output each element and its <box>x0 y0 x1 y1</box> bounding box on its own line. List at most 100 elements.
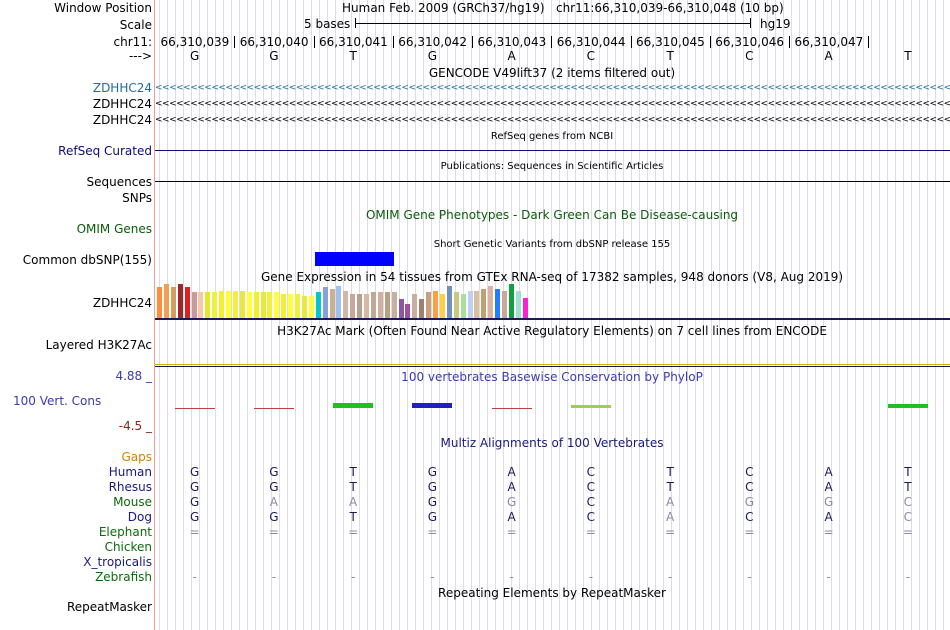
phylop-score-mark[interactable] <box>174 408 215 409</box>
gtex-tissue-bar[interactable] <box>370 292 376 318</box>
gtex-tissue-bar[interactable] <box>184 287 190 318</box>
gtex-tissue-bar[interactable] <box>260 292 266 318</box>
publications-label[interactable]: Sequences <box>86 175 152 189</box>
gencode-transcript-3[interactable]: <<<<<<<<<<<<<<<<<<<<<<<<<<<<<<<<<<<<<<<<… <box>155 115 950 125</box>
phylop-label[interactable]: 100 Vert. Cons <box>13 394 102 408</box>
gtex-tissue-bar[interactable] <box>377 292 383 318</box>
multiz-gaps-label[interactable]: Gaps <box>121 450 152 464</box>
gtex-tissue-bar[interactable] <box>412 294 418 318</box>
grid-line <box>847 0 848 630</box>
gtex-tissue-bar[interactable] <box>502 291 507 318</box>
species-label[interactable]: Chicken <box>104 540 152 554</box>
phylop-score-mark[interactable] <box>570 405 611 408</box>
gtex-tissue-bar[interactable] <box>433 291 438 318</box>
species-label[interactable]: Elephant <box>98 525 152 539</box>
gtex-tissue-bar[interactable] <box>439 294 445 318</box>
gtex-tissue-bar[interactable] <box>219 291 225 318</box>
gtex-tissue-bar[interactable] <box>198 292 204 318</box>
gtex-tissue-bar[interactable] <box>288 294 294 318</box>
gtex-tissue-bar[interactable] <box>308 296 314 318</box>
gtex-tissue-bar[interactable] <box>495 289 501 318</box>
gtex-tissue-bar[interactable] <box>295 294 300 318</box>
gtex-label[interactable]: ZDHHC24 <box>92 296 152 310</box>
repeatmasker-label[interactable]: RepeatMasker <box>66 600 152 614</box>
gtex-tissue-bar[interactable] <box>467 291 473 318</box>
dbsnp-variant[interactable] <box>315 252 394 266</box>
gtex-tissue-bar[interactable] <box>253 292 259 318</box>
gtex-tissue-bar[interactable] <box>170 287 176 318</box>
gtex-tissue-bar[interactable] <box>446 286 452 318</box>
gtex-tissue-bars[interactable] <box>157 284 537 318</box>
gtex-tissue-bar[interactable] <box>191 292 197 318</box>
snps-label[interactable]: SNPs <box>122 191 152 205</box>
gtex-tissue-bar[interactable] <box>232 291 238 318</box>
gtex-tissue-bar[interactable] <box>212 292 218 318</box>
phylop-score-mark[interactable] <box>333 403 374 408</box>
phylop-score-mark[interactable] <box>491 408 532 409</box>
phylop-score-mark[interactable] <box>253 408 294 409</box>
gtex-tissue-bar[interactable] <box>205 292 211 318</box>
phylop-score-mark[interactable] <box>412 403 453 408</box>
gtex-tissue-bar[interactable] <box>336 286 342 318</box>
species-label[interactable]: X_tropicalis <box>83 555 152 569</box>
species-label[interactable]: Zebrafish <box>95 570 152 584</box>
gtex-tissue-bar[interactable] <box>329 289 335 318</box>
species-label[interactable]: Human <box>108 465 152 479</box>
grid-line <box>391 0 392 630</box>
aligned-base: C <box>586 465 596 479</box>
gtex-tissue-bar[interactable] <box>274 292 280 318</box>
gtex-tissue-bar[interactable] <box>405 304 411 318</box>
omim-label[interactable]: OMIM Genes <box>76 222 152 236</box>
window-position-label: Window Position <box>54 1 152 15</box>
h3k27ac-label[interactable]: Layered H3K27Ac <box>45 338 152 352</box>
gencode-gene-label-3[interactable]: ZDHHC24 <box>92 113 152 127</box>
gtex-tissue-bar[interactable] <box>508 284 514 318</box>
aligned-base: G <box>269 480 279 494</box>
grid-line <box>903 0 904 630</box>
gtex-tissue-bar[interactable] <box>522 298 528 318</box>
gtex-tissue-bar[interactable] <box>163 284 169 318</box>
dbsnp-label[interactable]: Common dbSNP(155) <box>22 253 152 267</box>
gtex-tissue-bar[interactable] <box>322 287 328 318</box>
gencode-gene-label-2[interactable]: ZDHHC24 <box>92 97 152 111</box>
gtex-tissue-bar[interactable] <box>419 299 425 318</box>
species-label[interactable]: Dog <box>127 510 152 524</box>
grid-line <box>687 0 688 630</box>
gtex-tissue-bar[interactable] <box>226 291 231 318</box>
grid-line <box>783 0 784 630</box>
gtex-tissue-bar[interactable] <box>343 291 349 318</box>
gtex-tissue-bar[interactable] <box>426 292 432 318</box>
gtex-tissue-bar[interactable] <box>267 292 273 318</box>
gtex-tissue-bar[interactable] <box>460 294 466 318</box>
gencode-gene-label-1[interactable]: ZDHHC24 <box>92 81 152 95</box>
aligned-base: T <box>666 465 674 479</box>
gtex-tissue-bar[interactable] <box>364 294 369 318</box>
gtex-tissue-bar[interactable] <box>301 296 307 318</box>
phylop-score-mark[interactable] <box>887 404 928 408</box>
grid-line <box>567 0 568 630</box>
aligned-base: = <box>823 525 834 539</box>
gtex-tissue-bar[interactable] <box>488 286 494 318</box>
publications-line[interactable] <box>155 181 950 182</box>
gtex-tissue-bar[interactable] <box>246 292 252 318</box>
gtex-tissue-bar[interactable] <box>398 299 404 318</box>
refseq-gene-line[interactable] <box>155 150 950 151</box>
gtex-tissue-bar[interactable] <box>281 294 287 318</box>
gtex-tissue-bar[interactable] <box>474 291 480 318</box>
gtex-tissue-bar[interactable] <box>481 289 487 318</box>
gtex-tissue-bar[interactable] <box>515 291 521 318</box>
gtex-tissue-bar[interactable] <box>384 292 390 318</box>
gtex-tissue-bar[interactable] <box>357 294 363 318</box>
species-label[interactable]: Mouse <box>113 495 152 509</box>
gtex-tissue-bar[interactable] <box>453 292 459 318</box>
refseq-label[interactable]: RefSeq Curated <box>58 144 152 158</box>
gencode-transcript-2[interactable]: <<<<<<<<<<<<<<<<<<<<<<<<<<<<<<<<<<<<<<<<… <box>155 99 950 109</box>
gtex-tissue-bar[interactable] <box>177 284 183 318</box>
gencode-transcript-1[interactable]: <<<<<<<<<<<<<<<<<<<<<<<<<<<<<<<<<<<<<<<<… <box>155 83 950 93</box>
gtex-tissue-bar[interactable] <box>157 287 162 318</box>
gtex-tissue-bar[interactable] <box>350 294 356 318</box>
species-label[interactable]: Rhesus <box>108 480 152 494</box>
gtex-tissue-bar[interactable] <box>315 292 321 318</box>
gtex-tissue-bar[interactable] <box>239 291 245 318</box>
gtex-tissue-bar[interactable] <box>391 292 397 318</box>
